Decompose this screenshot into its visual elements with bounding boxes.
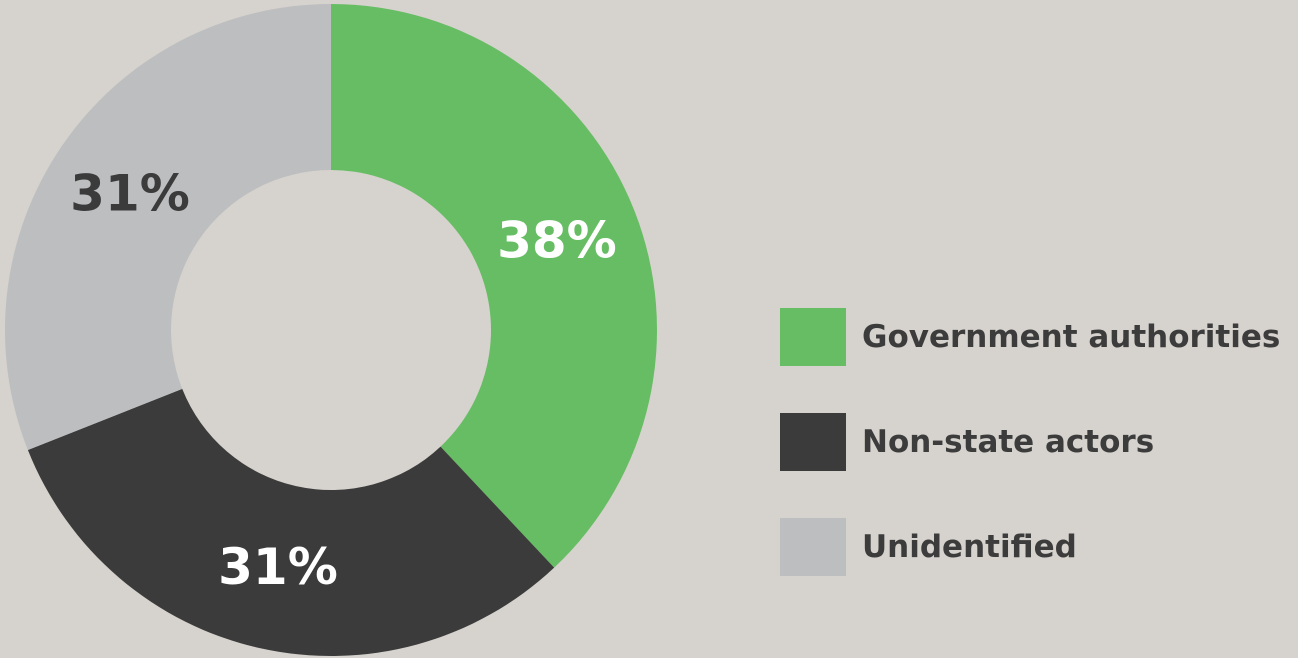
legend-swatch-non-state-actors	[780, 413, 846, 471]
slice-unidentified	[4, 4, 331, 451]
legend-swatch-government-authorities	[780, 308, 846, 366]
donut-svg: 38% 31% 31%	[4, 4, 657, 656]
legend-label-government-authorities: Government authorities	[862, 319, 1281, 355]
legend-label-unidentified: Unidentified	[862, 529, 1077, 565]
value-label-government-authorities: 38%	[497, 212, 617, 270]
legend-item-government-authorities: Government authorities	[780, 308, 1280, 366]
value-label-non-state-actors: 31%	[218, 538, 338, 596]
legend-item-non-state-actors: Non-state actors	[780, 413, 1280, 471]
slice-government-authorities	[331, 4, 657, 568]
legend: Government authorities Non-state actors …	[780, 308, 1280, 623]
value-label-unidentified: 31%	[70, 164, 190, 222]
legend-item-unidentified: Unidentified	[780, 518, 1280, 576]
legend-label-non-state-actors: Non-state actors	[862, 424, 1155, 460]
legend-swatch-unidentified	[780, 518, 846, 576]
slice-non-state-actors	[27, 388, 555, 656]
